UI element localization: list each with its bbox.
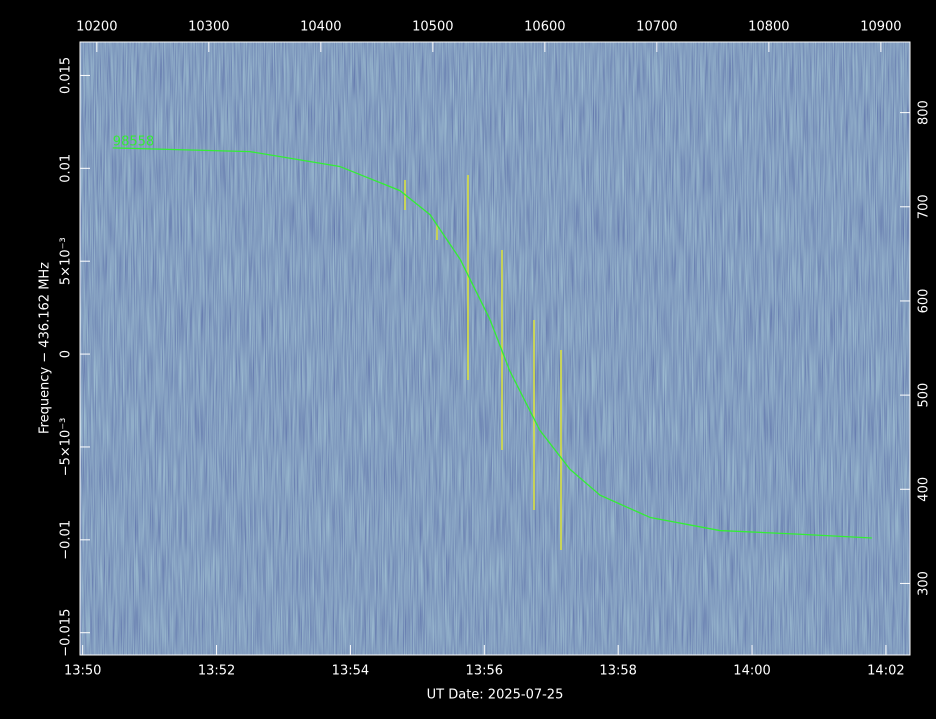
- x2-tick-label: 10300: [188, 20, 229, 35]
- doppler-curve: [112, 147, 872, 539]
- x2-tick-label: 10400: [300, 20, 341, 35]
- y2-tick-label: 300: [917, 571, 932, 596]
- y-tick-label: −5×10⁻³: [59, 418, 74, 477]
- x-tick-label: 13:52: [198, 664, 235, 679]
- x2-tick-label: 10800: [748, 20, 789, 35]
- y-axis-label: Frequency − 436.162 MHz: [38, 262, 53, 434]
- y-tick-label: 0.01: [59, 154, 74, 183]
- y-tick-label: 0: [59, 350, 74, 358]
- x-tick-label: 14:00: [733, 664, 770, 679]
- x-tick-label: 13:58: [599, 664, 636, 679]
- x2-tick-label: 10600: [524, 20, 565, 35]
- x-tick-label: 13:54: [332, 664, 369, 679]
- plot-frame: [79, 41, 911, 656]
- y2-tick-label: 500: [917, 383, 932, 408]
- y2-tick-label: 700: [917, 194, 932, 219]
- spectrogram: [80, 42, 910, 655]
- y2-tick-label: 800: [917, 100, 932, 125]
- x2-tick-label: 10500: [412, 20, 453, 35]
- y-tick-label: −0.01: [59, 520, 74, 560]
- series-label: 98558: [113, 134, 154, 149]
- y-tick-label: 0.015: [59, 57, 74, 94]
- x-tick-label: 13:56: [466, 664, 503, 679]
- y-tick-label: 5×10⁻³: [59, 237, 74, 285]
- x-tick-label: 14:02: [867, 664, 904, 679]
- y-tick-label: −0.015: [59, 609, 74, 657]
- x-tick-label: 13:50: [64, 664, 101, 679]
- x-axis-label: UT Date: 2025-07-25: [427, 688, 564, 703]
- y2-tick-label: 400: [917, 477, 932, 502]
- x2-tick-label: 10200: [76, 20, 117, 35]
- x2-tick-label: 10900: [860, 20, 901, 35]
- y2-tick-label: 600: [917, 289, 932, 314]
- x2-tick-label: 10700: [636, 20, 677, 35]
